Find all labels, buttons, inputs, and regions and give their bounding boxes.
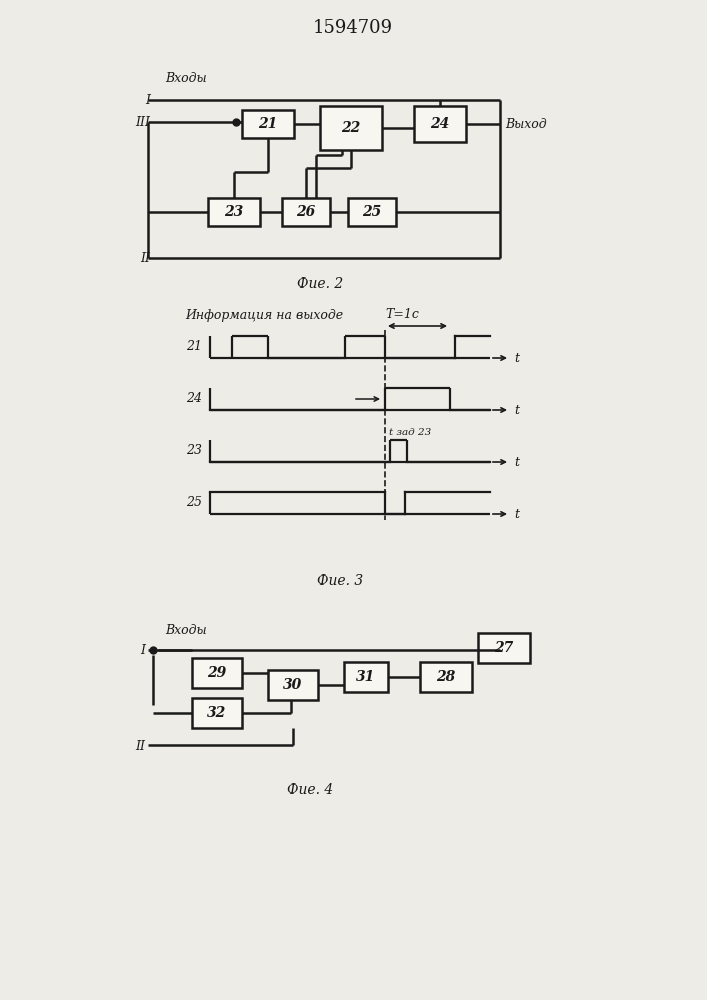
Text: Фие. 4: Фие. 4 <box>287 783 333 797</box>
Text: Фие. 2: Фие. 2 <box>297 277 343 291</box>
Text: II: II <box>140 252 150 265</box>
Text: Входы: Входы <box>165 72 206 85</box>
Bar <box>192 658 242 688</box>
Bar <box>414 106 466 142</box>
Text: 27: 27 <box>494 641 513 655</box>
Text: II: II <box>135 740 145 752</box>
Text: Входы: Входы <box>165 624 206 637</box>
Text: 21: 21 <box>258 117 278 131</box>
Bar <box>320 106 382 150</box>
Text: III: III <box>135 116 150 129</box>
Bar <box>242 110 294 138</box>
Text: t: t <box>514 403 519 416</box>
Text: 26: 26 <box>296 205 315 219</box>
Text: t: t <box>514 352 519 364</box>
Text: Выход: Выход <box>505 117 547 130</box>
Text: 24: 24 <box>186 392 202 406</box>
Text: 24: 24 <box>431 117 450 131</box>
Text: 31: 31 <box>356 670 375 684</box>
Bar <box>420 662 472 692</box>
Bar <box>268 670 318 700</box>
Text: T=1с: T=1с <box>385 308 419 320</box>
Text: 25: 25 <box>186 496 202 510</box>
Bar <box>208 198 260 226</box>
Text: 22: 22 <box>341 121 361 135</box>
Text: 25: 25 <box>363 205 382 219</box>
Text: 23: 23 <box>224 205 244 219</box>
Text: 23: 23 <box>186 444 202 458</box>
Text: I: I <box>140 645 145 658</box>
Text: 21: 21 <box>186 340 202 354</box>
Bar <box>192 698 242 728</box>
Text: t зад 23: t зад 23 <box>389 428 431 437</box>
Text: t: t <box>514 456 519 468</box>
Text: 29: 29 <box>207 666 227 680</box>
Bar <box>348 198 396 226</box>
Bar <box>344 662 388 692</box>
Text: 28: 28 <box>436 670 455 684</box>
Text: 32: 32 <box>207 706 227 720</box>
Text: Фие. 3: Фие. 3 <box>317 574 363 588</box>
Text: I: I <box>145 95 150 107</box>
Text: Информация на выходе: Информация на выходе <box>185 310 343 322</box>
Text: t: t <box>514 508 519 520</box>
Bar <box>282 198 330 226</box>
Text: 30: 30 <box>284 678 303 692</box>
Text: 1594709: 1594709 <box>313 19 393 37</box>
Bar <box>478 633 530 663</box>
